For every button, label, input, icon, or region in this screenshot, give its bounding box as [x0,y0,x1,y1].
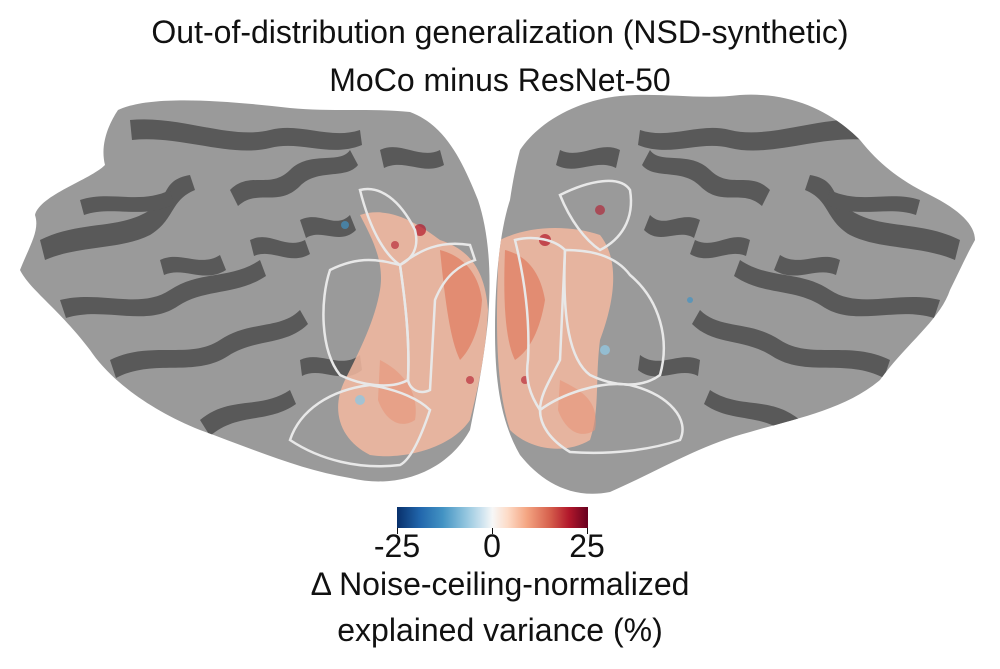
figure-subtitle: MoCo minus ResNet-50 [329,62,671,98]
left-roi-outlines [288,187,477,468]
colorbar-tick-zero [492,528,493,534]
right-roi-outlines [513,179,684,455]
colorbar-tick-min [397,528,398,534]
colorbar-label-line2: explained variance (%) [337,612,663,648]
colorbar-tick-label-max: 25 [569,528,605,564]
colorbar-tick-label-zero: 0 [483,528,501,564]
left-hemisphere [20,100,490,482]
right-hemisphere [495,94,975,494]
colorbar-label-line1: Δ Noise-ceiling-normalized [310,566,690,602]
left-sulci-pattern [40,119,444,436]
colorbar-tick-max [587,528,588,534]
colorbar [397,507,588,528]
figure-title: Out-of-distribution generalization (NSD-… [151,14,849,50]
right-sulci-pattern [556,119,960,436]
colorbar-tick-label-min: -25 [373,528,421,564]
right-effect-overlay [497,205,693,449]
left-effect-overlay [338,212,488,457]
flatmap-figure [20,94,975,494]
